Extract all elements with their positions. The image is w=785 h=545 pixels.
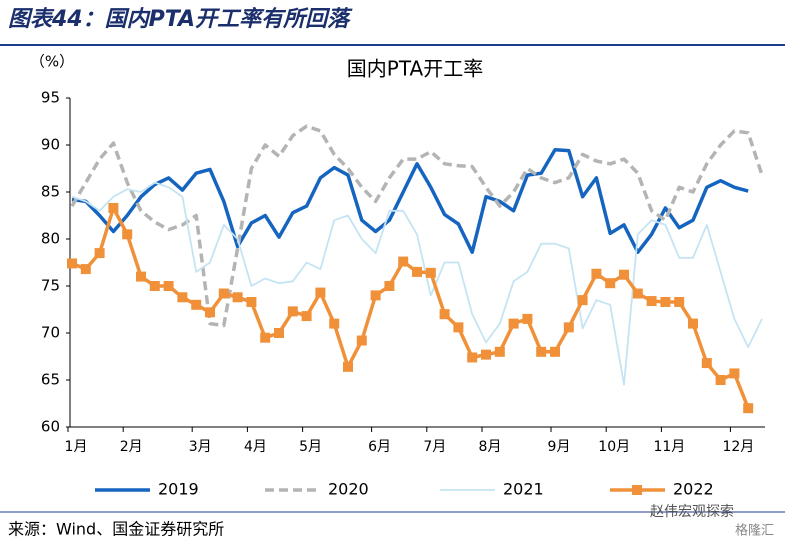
x-tick-label: 7月 (423, 439, 446, 455)
y-tick-label: 85 (41, 183, 60, 201)
data-point (591, 268, 602, 279)
y-tick-label: 70 (41, 324, 60, 342)
chart-title: 国内PTA开工率 (347, 57, 483, 81)
data-point (439, 309, 450, 320)
data-point (205, 307, 215, 318)
data-point (660, 296, 671, 307)
data-point (508, 318, 519, 329)
data-point (329, 318, 340, 329)
data-point (343, 361, 353, 372)
x-tick-label: 11月 (653, 439, 685, 455)
data-point (605, 278, 616, 289)
x-tick-label: 6月 (368, 439, 391, 455)
data-point (301, 311, 312, 322)
data-point (481, 349, 491, 360)
data-point (688, 318, 698, 329)
data-point (398, 256, 409, 267)
data-point (412, 266, 422, 277)
x-tick-label: 1月 (65, 439, 88, 455)
y-axis-label: （%） (30, 53, 74, 71)
x-tick-label: 2月 (120, 439, 143, 455)
legend-label: 2019 (158, 480, 199, 499)
data-point (274, 328, 284, 338)
y-tick-label: 75 (41, 277, 60, 295)
data-point (701, 358, 712, 369)
y-tick-label: 90 (41, 136, 60, 154)
legend-label: 2021 (503, 480, 544, 499)
data-point (218, 288, 229, 299)
data-point (743, 403, 754, 414)
x-tick-label: 4月 (244, 439, 267, 455)
data-point (619, 269, 629, 280)
series-line (70, 124, 764, 328)
y-tick-label: 60 (41, 418, 60, 436)
y-tick-label: 80 (41, 230, 60, 248)
data-point (632, 288, 643, 299)
data-point (136, 271, 146, 282)
data-point (384, 281, 395, 291)
page-title: 图表44：国内PTA开工率有所回落 (8, 6, 353, 32)
data-point (370, 290, 381, 301)
data-point (246, 296, 257, 307)
data-point (232, 292, 243, 303)
data-point (522, 313, 533, 324)
data-point (563, 322, 574, 333)
data-point (729, 368, 740, 379)
x-tick-label: 10月 (598, 439, 630, 455)
data-point (80, 264, 91, 275)
data-point (67, 258, 77, 269)
y-tick-label: 65 (41, 371, 60, 389)
data-point (715, 375, 726, 385)
data-point (191, 299, 202, 310)
series-line (71, 181, 763, 386)
legend-label: 2020 (328, 480, 369, 499)
x-tick-label: 8月 (479, 439, 502, 455)
data-point (536, 346, 547, 357)
series-line (71, 147, 749, 254)
data-point (550, 346, 560, 357)
data-point (287, 306, 298, 317)
data-point (94, 248, 105, 259)
data-point (122, 229, 133, 240)
x-tick-label: 9月 (548, 439, 571, 455)
data-point (260, 332, 271, 343)
y-tick-label: 95 (41, 89, 60, 107)
x-tick-label: 3月 (189, 439, 212, 455)
data-point (577, 295, 588, 306)
data-point (494, 346, 505, 357)
legend-label: 2022 (673, 480, 714, 499)
data-point (315, 287, 326, 298)
data-point (646, 296, 657, 307)
data-point (674, 296, 685, 307)
watermark: 格隆汇 (735, 523, 774, 539)
data-point (163, 281, 174, 291)
data-point (453, 322, 464, 333)
x-tick-label: 12月 (722, 439, 754, 455)
data-point (356, 335, 367, 346)
data-point (108, 202, 119, 213)
watermark: 赵伟宏观探索 (650, 503, 734, 520)
source: 来源：Wind、国金证券研究所 (8, 520, 224, 539)
data-point (425, 267, 436, 278)
legend-marker (632, 485, 642, 495)
x-tick-label: 5月 (299, 439, 322, 455)
data-point (467, 352, 478, 363)
data-point (149, 281, 160, 291)
data-point (177, 292, 188, 303)
